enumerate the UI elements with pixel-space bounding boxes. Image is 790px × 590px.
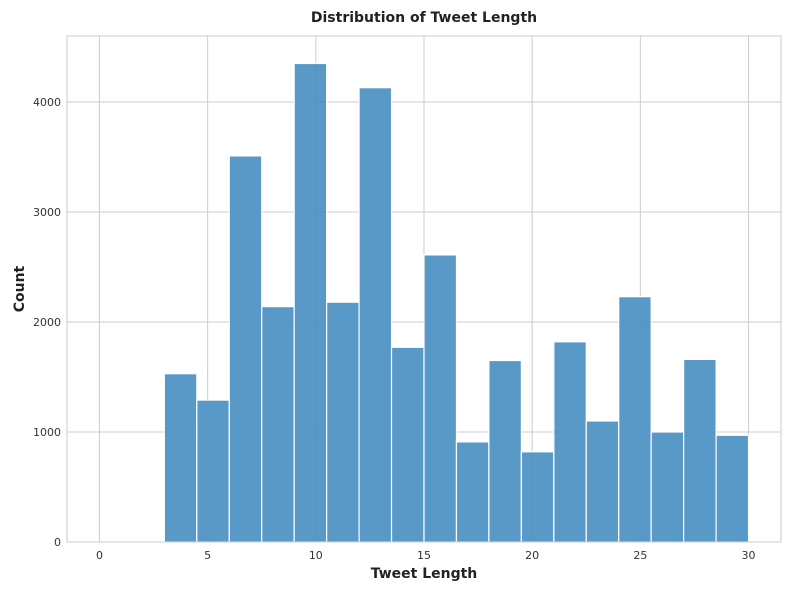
histogram-bar	[683, 358, 717, 543]
chart-title: Distribution of Tweet Length	[311, 10, 537, 26]
histogram-bar	[326, 301, 360, 543]
histogram-bar	[228, 155, 263, 543]
histogram-bar	[358, 87, 393, 543]
y-tick-label: 1000	[33, 426, 61, 439]
x-axis-label: Tweet Length	[371, 566, 478, 582]
histogram-bar	[618, 296, 652, 543]
histogram-bar	[715, 434, 750, 543]
x-tick-label: 20	[525, 549, 539, 562]
x-tick-label: 30	[742, 549, 756, 562]
histogram-bar	[520, 451, 555, 543]
plot-frame	[66, 35, 782, 543]
histogram-bar	[261, 306, 295, 543]
bars-layer	[163, 62, 750, 543]
histogram-bar	[488, 359, 522, 543]
histogram-bar	[163, 373, 198, 543]
histogram-bar	[455, 441, 490, 543]
y-tick-label: 4000	[33, 96, 61, 109]
histogram-bar	[650, 431, 685, 543]
y-tick-label: 2000	[33, 316, 61, 329]
y-tick-label: 0	[54, 536, 61, 549]
histogram-bar	[423, 254, 458, 543]
y-tick-label: 3000	[33, 206, 61, 219]
x-tick-label: 0	[96, 549, 103, 562]
histogram-bar	[390, 346, 425, 543]
y-axis-label: Count	[12, 265, 28, 312]
histogram-bar	[293, 62, 328, 543]
ticks-layer: 0 5 10 15 20 25 30 0 1000 2000 3000 4000	[33, 96, 756, 562]
x-tick-label: 25	[633, 549, 647, 562]
x-tick-label: 5	[204, 549, 211, 562]
histogram-bar	[196, 399, 230, 543]
histogram-bar	[585, 420, 620, 543]
histogram-bar	[553, 341, 587, 543]
x-tick-label: 15	[417, 549, 431, 562]
x-tick-label: 10	[309, 549, 323, 562]
